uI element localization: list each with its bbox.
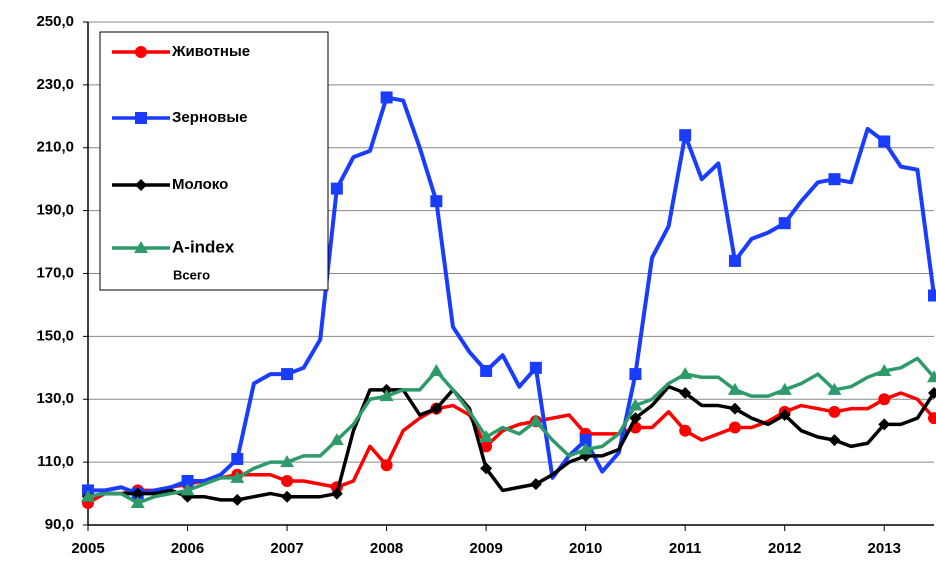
y-tick-label: 90,0 xyxy=(45,516,74,533)
legend-label: A-index xyxy=(172,237,235,256)
marker xyxy=(135,112,147,124)
marker xyxy=(280,455,295,468)
marker xyxy=(479,429,494,442)
marker xyxy=(380,91,393,104)
y-tick-label: 110,0 xyxy=(37,453,74,470)
x-tick-label: 2007 xyxy=(270,540,303,557)
legend-label: Зерновые xyxy=(172,109,248,126)
marker xyxy=(329,433,344,446)
marker xyxy=(430,402,443,415)
marker xyxy=(480,364,493,377)
marker xyxy=(579,434,592,447)
x-tick-label: 2008 xyxy=(370,540,403,557)
marker xyxy=(679,424,692,437)
marker xyxy=(728,254,741,267)
marker xyxy=(480,462,493,475)
marker xyxy=(529,361,542,374)
marker xyxy=(828,434,841,447)
marker xyxy=(828,173,841,186)
marker xyxy=(678,367,693,380)
marker xyxy=(230,470,245,483)
marker xyxy=(380,459,393,472)
marker xyxy=(878,135,891,148)
marker xyxy=(429,363,444,376)
marker xyxy=(528,414,543,427)
marker xyxy=(728,402,741,415)
marker xyxy=(628,398,643,411)
y-tick-label: 190,0 xyxy=(36,202,74,219)
legend-label: Животные xyxy=(171,43,250,60)
marker xyxy=(828,405,841,418)
marker xyxy=(81,489,95,502)
marker xyxy=(130,495,145,508)
marker xyxy=(480,440,493,453)
series-line xyxy=(87,384,936,502)
marker xyxy=(877,363,892,376)
x-tick-label: 2010 xyxy=(569,540,602,557)
marker xyxy=(629,368,642,381)
marker xyxy=(330,182,343,195)
x-tick-label: 2011 xyxy=(669,540,702,557)
y-tick-label: 230,0 xyxy=(36,76,74,93)
marker xyxy=(330,487,343,500)
marker xyxy=(629,412,642,425)
marker xyxy=(777,382,792,395)
marker xyxy=(928,412,936,425)
x-tick-label: 2012 xyxy=(768,540,801,557)
marker xyxy=(878,418,891,431)
marker xyxy=(679,386,692,399)
marker xyxy=(679,129,692,142)
marker xyxy=(135,179,147,191)
y-tick-label: 150,0 xyxy=(36,327,74,344)
marker xyxy=(379,389,394,402)
marker xyxy=(728,421,741,434)
legend-subtitle: Всего xyxy=(173,267,210,282)
x-tick-label: 2009 xyxy=(469,540,502,557)
marker xyxy=(878,393,891,406)
marker xyxy=(180,483,195,496)
y-tick-label: 250,0 xyxy=(36,13,74,30)
marker xyxy=(281,368,294,381)
marker xyxy=(778,408,791,421)
marker xyxy=(281,474,294,487)
y-tick-label: 170,0 xyxy=(36,264,74,281)
marker xyxy=(231,452,244,465)
marker xyxy=(529,478,542,491)
marker xyxy=(181,474,194,487)
x-tick-label: 2013 xyxy=(868,540,901,557)
x-tick-label: 2006 xyxy=(171,540,204,557)
marker xyxy=(927,370,936,383)
y-tick-label: 210,0 xyxy=(36,139,74,156)
marker xyxy=(430,195,443,208)
legend-label: Молоко xyxy=(172,176,228,193)
marker xyxy=(928,386,936,399)
marker xyxy=(928,289,936,302)
marker xyxy=(727,382,742,395)
series-line xyxy=(88,95,936,496)
marker xyxy=(231,493,244,506)
marker xyxy=(827,382,842,395)
marker xyxy=(134,241,148,253)
marker xyxy=(135,46,147,58)
marker xyxy=(578,442,593,455)
x-tick-label: 2005 xyxy=(71,540,104,557)
marker xyxy=(778,217,791,230)
y-tick-label: 130,0 xyxy=(36,390,74,407)
marker xyxy=(281,490,294,503)
series-line xyxy=(87,356,936,505)
marker xyxy=(131,487,144,500)
